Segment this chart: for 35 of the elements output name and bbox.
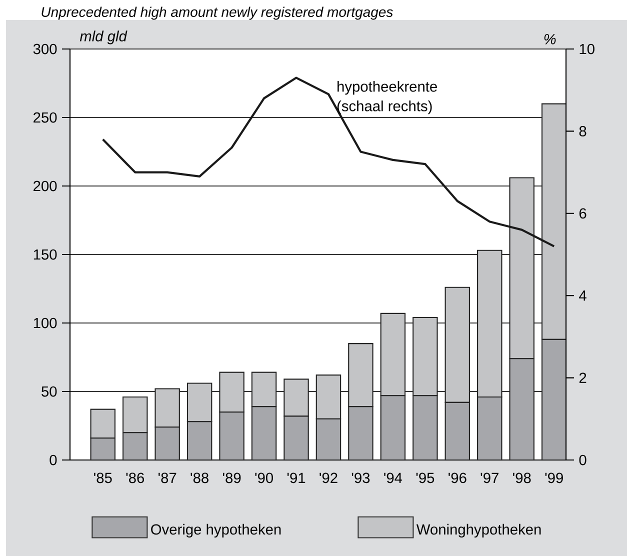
x-tick-label: '88 xyxy=(190,472,208,484)
y-tick-label: 100 xyxy=(34,318,57,328)
x-tick-label: '87 xyxy=(158,472,176,484)
x-tick-label: '92 xyxy=(320,472,338,484)
x-tick-label: '86 xyxy=(126,472,144,484)
y2-axis-title: % xyxy=(544,34,556,44)
x-tick-label: '97 xyxy=(480,472,498,484)
legend-label: Overige hypotheken xyxy=(151,524,281,538)
y2-tick-label: 8 xyxy=(579,126,586,136)
y2-tick-label: 4 xyxy=(579,290,586,301)
chart-title: Unprecedented high amount newly registered mortgages xyxy=(42,6,393,20)
y-tick-label: 200 xyxy=(34,180,57,192)
x-tick-label: '94 xyxy=(384,472,402,484)
x-tick-label: '85 xyxy=(94,472,112,484)
y-tick-label: 250 xyxy=(34,112,57,123)
series-label: hypotheekrente xyxy=(338,80,437,95)
y2-tick-label: 0 xyxy=(579,454,586,466)
x-tick-label: '91 xyxy=(287,472,306,484)
annotation: (schaal rechts) xyxy=(337,100,432,114)
y-axis-title: mld gld xyxy=(80,30,128,44)
x-tick-label: '99 xyxy=(545,472,563,484)
x-tick-label: '93 xyxy=(352,472,370,484)
legend-label: Woninghypotheken xyxy=(416,524,541,538)
x-tick-label: '90 xyxy=(255,472,273,484)
y-tick-label: 0 xyxy=(50,454,57,466)
x-tick-label: '95 xyxy=(416,472,434,484)
y-tick-label: 150 xyxy=(34,249,57,260)
x-tick-label: '96 xyxy=(448,472,466,484)
y2-tick-label: 2 xyxy=(579,372,586,383)
x-tick-label: '98 xyxy=(513,472,531,484)
y-tick-label: 50 xyxy=(42,386,57,397)
x-tick-label: '89 xyxy=(222,472,241,484)
y-tick-label: 300 xyxy=(33,44,57,54)
y2-tick-label: 6 xyxy=(579,208,586,219)
y2-tick-label: 10 xyxy=(580,44,594,54)
